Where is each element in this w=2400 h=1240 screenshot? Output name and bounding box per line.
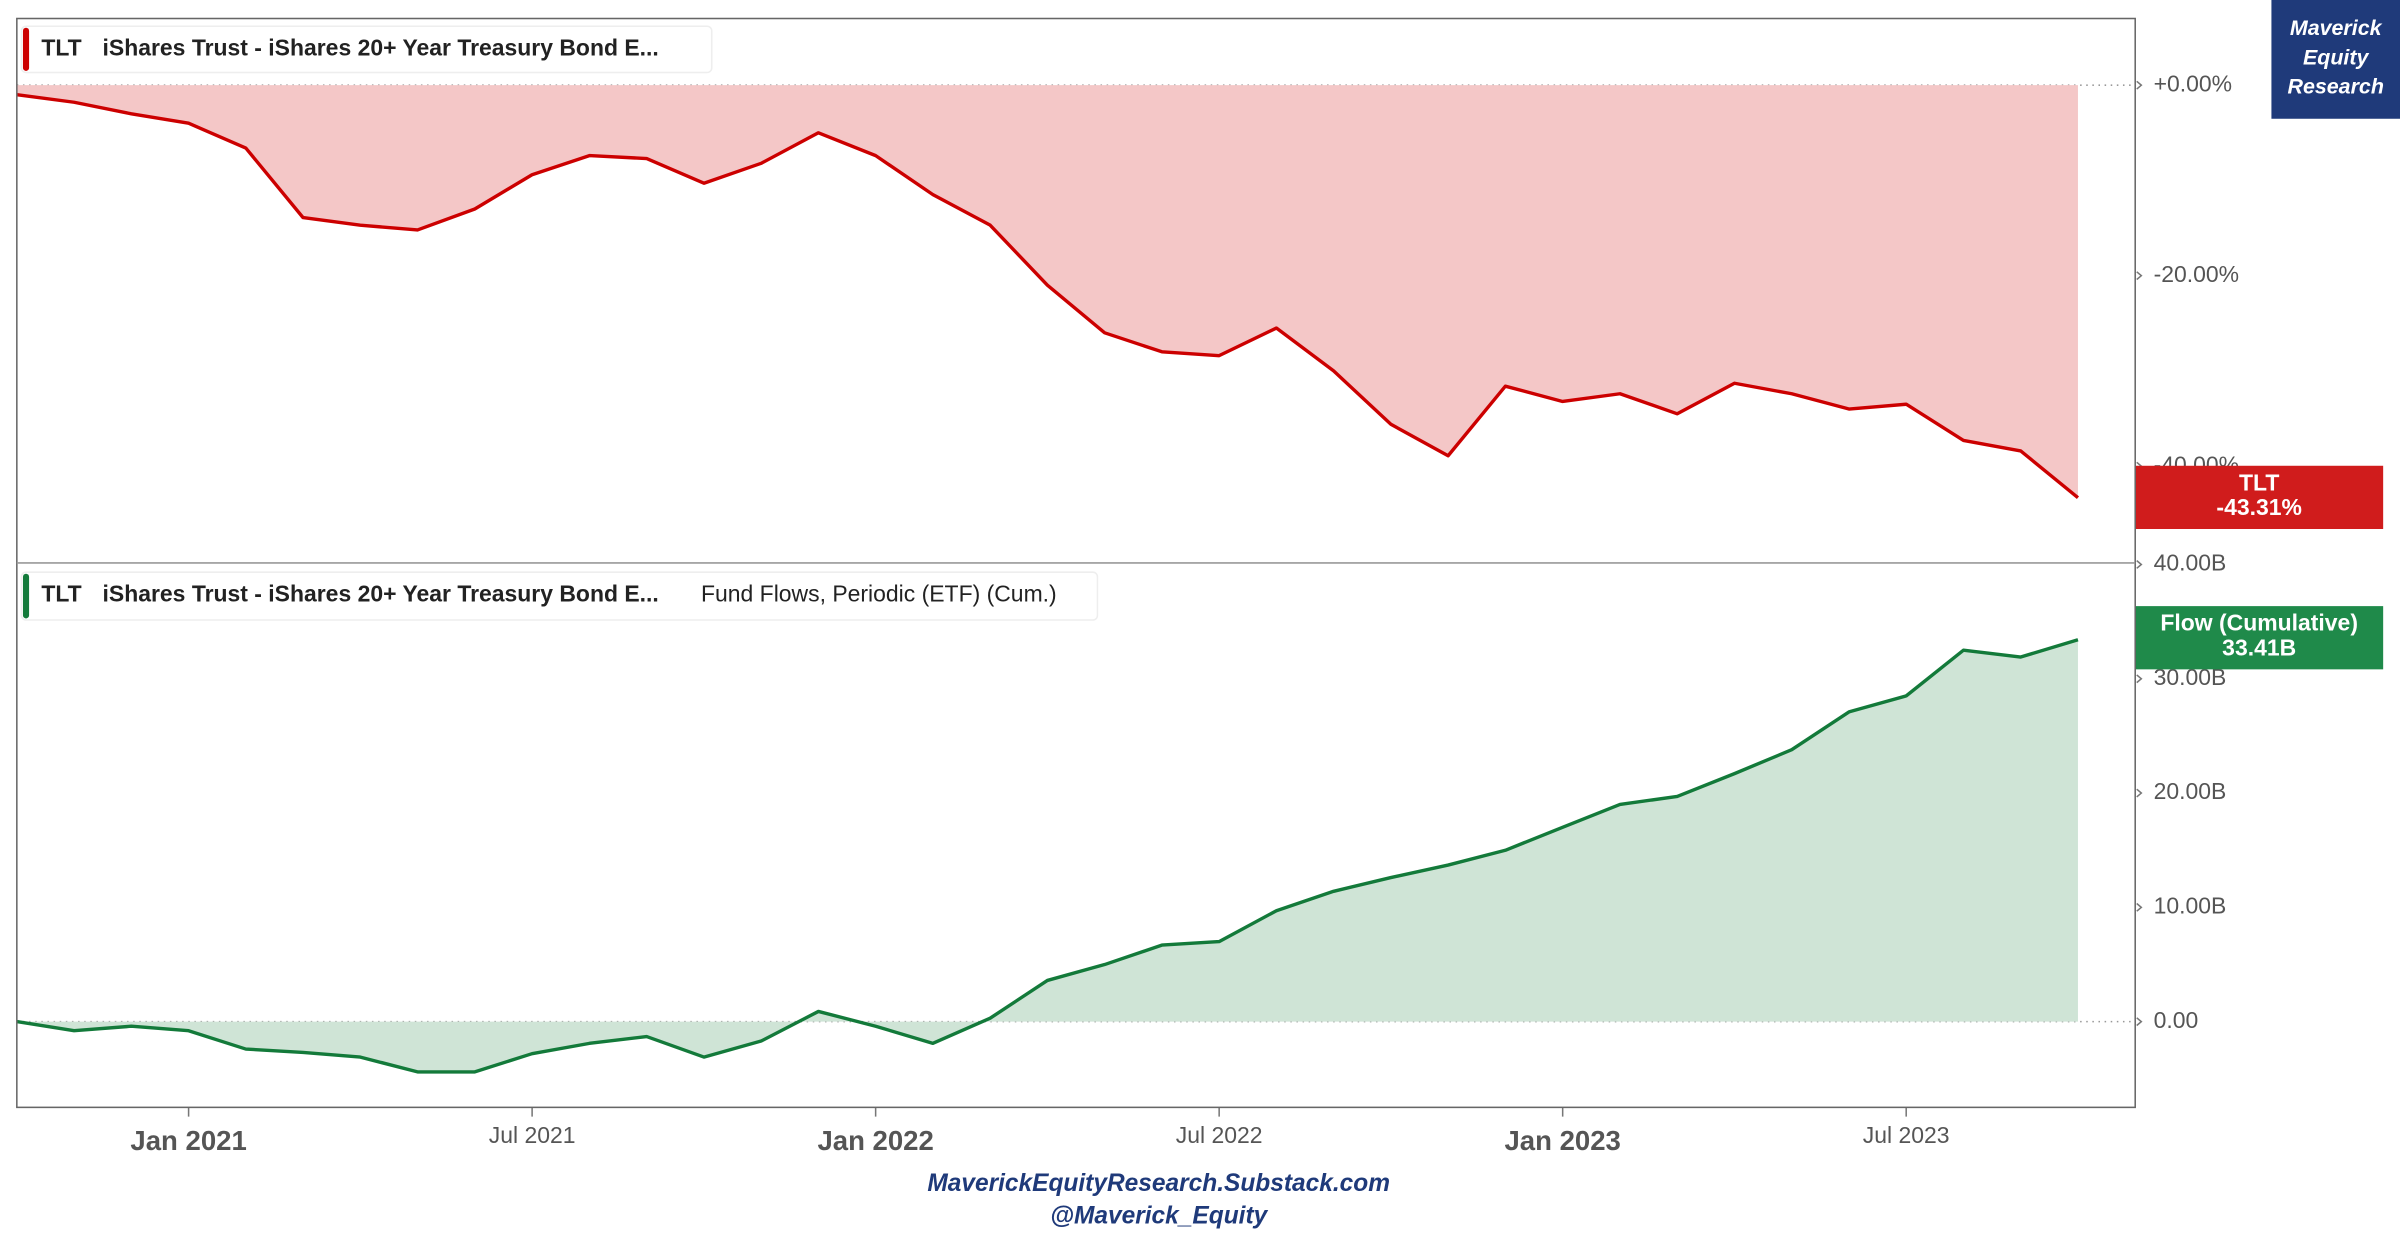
y-tick-mark (2136, 788, 2143, 798)
end-label-box (2135, 465, 2384, 530)
y-tick-label: 0.00 (2154, 1007, 2199, 1033)
y-tick-label: -20.00% (2154, 261, 2239, 287)
y-tick-mark (2136, 902, 2143, 912)
area (16, 639, 2078, 1072)
end-label-box (2135, 606, 2384, 670)
legend-ticker: TLT (41, 34, 81, 60)
y-tick-label: +0.00% (2154, 70, 2232, 96)
line (16, 638, 2079, 1074)
legend-metric: Fund Flows, Periodic (ETF) (Cum.) (701, 580, 1057, 606)
legend-name: iShares Trust - iShares 20+ Year Treasur… (103, 580, 659, 606)
watermark: Equity (2303, 45, 2369, 69)
y-tick-label: 40.00B (2154, 550, 2227, 576)
watermark: Research (2287, 75, 2383, 99)
legend-swatch (22, 573, 30, 619)
end-label-name: Flow (Cumulative) (2160, 610, 2358, 636)
legend-name: iShares Trust - iShares 20+ Year Treasur… (103, 34, 659, 60)
legend-box (20, 571, 1099, 621)
x-tick-label: Jan 2021 (130, 1125, 246, 1156)
y-tick-mark (2136, 271, 2143, 281)
y-tick-mark (2136, 674, 2143, 684)
y-tick-label: 10.00B (2154, 892, 2227, 918)
footer: MaverickEquityResearch.Substack.com (927, 1170, 1390, 1197)
y-tick-mark (2136, 560, 2143, 569)
x-tick-label: Jul 2022 (1176, 1122, 1263, 1148)
legend-box (20, 25, 713, 74)
area (16, 85, 2078, 498)
watermark: Maverick (2290, 16, 2383, 40)
x-tick-label: Jan 2022 (817, 1125, 933, 1156)
y-tick-mark (2136, 1017, 2143, 1027)
x-tick-label: Jan 2023 (1504, 1125, 1620, 1156)
legend-swatch (22, 27, 30, 71)
x-tick-label: Jul 2023 (1863, 1122, 1950, 1148)
y-tick-label: 20.00B (2154, 778, 2227, 804)
watermark-box (2271, 0, 2400, 119)
line (16, 93, 2080, 500)
end-label-value: -43.31% (2216, 494, 2301, 520)
legend-ticker: TLT (41, 580, 81, 606)
y-tick-mark (2136, 80, 2143, 90)
end-label-name: TLT (2239, 469, 2279, 495)
footer: @Maverick_Equity (1050, 1202, 1268, 1229)
end-label-value: 33.41B (2222, 634, 2296, 660)
x-tick-label: Jul 2021 (489, 1122, 576, 1148)
